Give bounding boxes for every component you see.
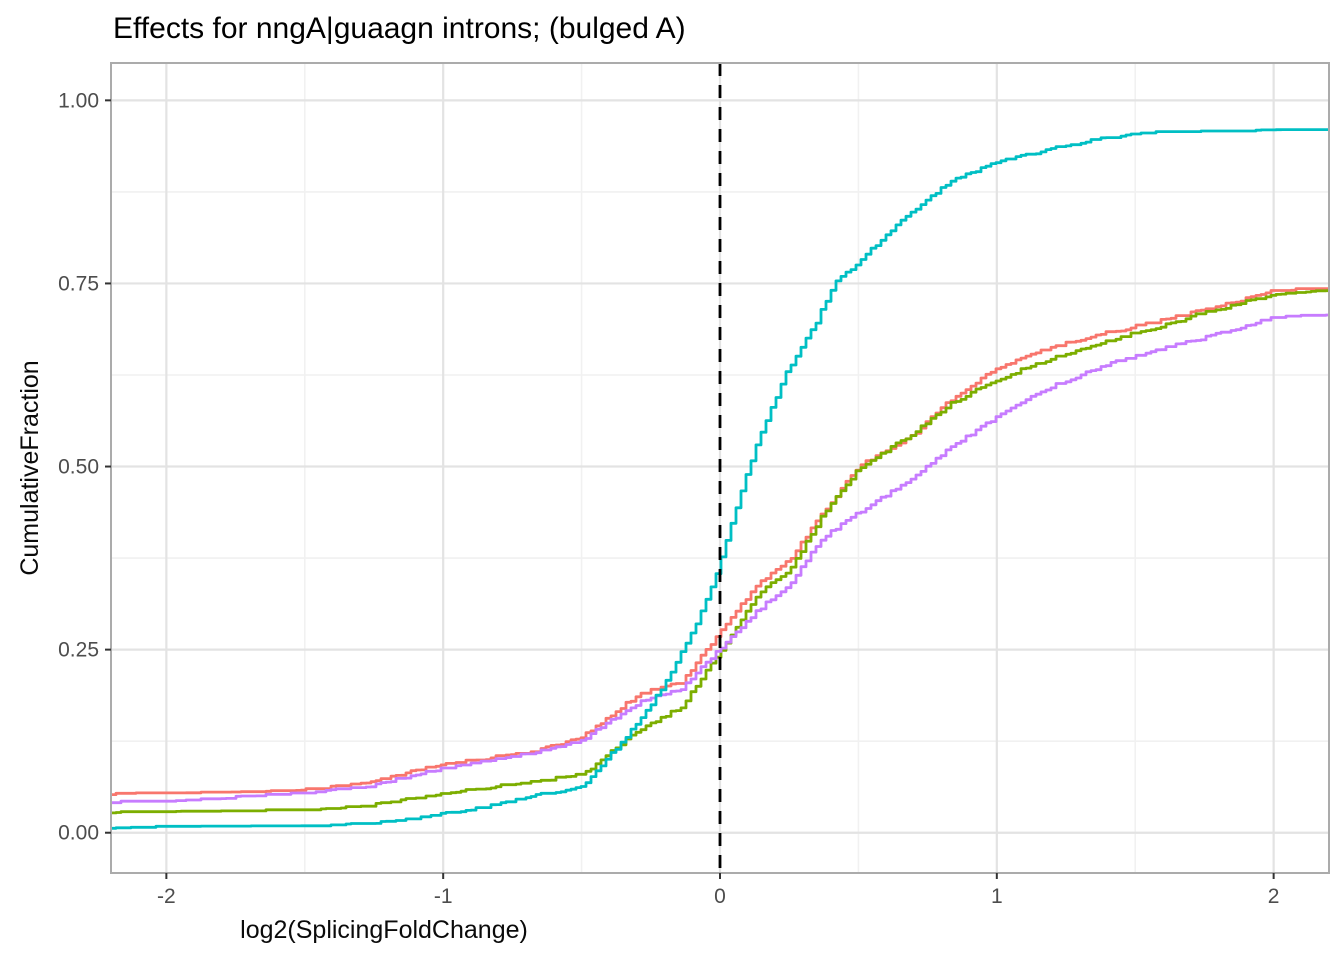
x-tick-label: -2: [157, 885, 176, 908]
plot-title: Effects for nngA|guaagn introns; (bulged…: [113, 12, 686, 45]
y-axis-title: CumulativeFraction: [15, 360, 44, 576]
y-tick-label: 0.25: [58, 639, 99, 662]
y-tick-label: 0.50: [58, 456, 99, 479]
y-tick-label: 0.00: [58, 822, 99, 845]
ecdf-curve-olive-green: [111, 289, 1329, 815]
ecdf-curve-salmon: [111, 287, 1329, 796]
y-tick-label: 0.75: [58, 272, 99, 295]
ecdf-curve-purple: [111, 313, 1329, 805]
x-axis-title: log2(SplicingFoldChange): [0, 916, 1344, 945]
x-axis-title-text: log2(SplicingFoldChange): [240, 916, 528, 944]
ecdf-curve-teal: [111, 128, 1329, 830]
x-tick-label: 2: [1268, 885, 1280, 908]
x-tick-label: -1: [434, 885, 453, 908]
y-tick-label: 1.00: [58, 89, 99, 112]
x-tick-label: 0: [714, 885, 726, 908]
x-tick-label: 1: [991, 885, 1003, 908]
